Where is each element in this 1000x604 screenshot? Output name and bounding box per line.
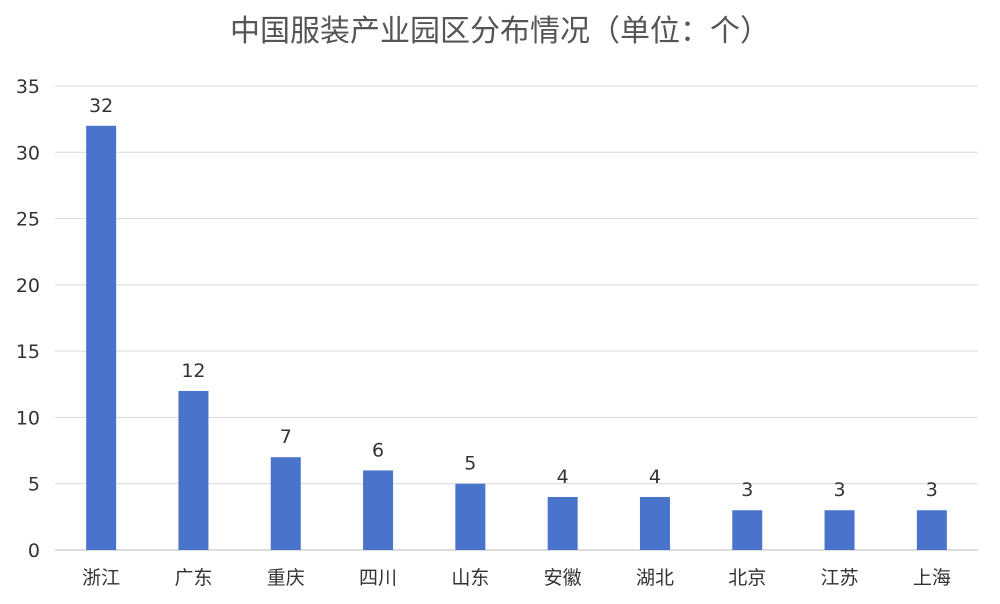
data-label: 3 (834, 479, 846, 501)
bar (455, 483, 486, 550)
y-tick-label: 20 (16, 275, 40, 297)
x-tick-label: 北京 (728, 567, 766, 589)
bar (824, 510, 855, 550)
data-label: 7 (280, 426, 292, 448)
data-label: 3 (926, 479, 938, 501)
bar (270, 457, 301, 550)
x-tick-label: 浙江 (82, 567, 120, 589)
data-label: 12 (181, 360, 205, 382)
x-tick-label: 湖北 (636, 567, 674, 589)
bar (639, 496, 670, 550)
data-label: 6 (372, 439, 384, 461)
y-tick-label: 10 (16, 407, 40, 429)
x-tick-label: 重庆 (267, 567, 305, 589)
data-label: 4 (557, 466, 569, 488)
x-tick-label: 江苏 (821, 567, 859, 589)
bar (86, 125, 117, 551)
y-tick-label: 30 (16, 142, 40, 164)
bar (732, 510, 763, 550)
data-label: 3 (741, 479, 753, 501)
bar (363, 470, 394, 550)
bar (178, 390, 209, 550)
data-label: 4 (649, 466, 661, 488)
bar (916, 510, 947, 550)
y-tick-label: 25 (16, 209, 40, 231)
chart-title: 中国服装产业园区分布情况（单位：个） (230, 14, 770, 49)
y-tick-label: 35 (16, 76, 40, 98)
y-tick-label: 5 (28, 474, 40, 496)
y-tick-label: 15 (16, 341, 40, 363)
x-tick-label: 广东 (174, 567, 212, 589)
x-tick-label: 上海 (913, 567, 951, 589)
x-tick-label: 四川 (359, 567, 397, 589)
x-tick-label: 安徽 (544, 567, 582, 589)
bar (547, 496, 578, 550)
x-tick-label: 山东 (451, 567, 489, 589)
data-label: 5 (464, 453, 476, 475)
data-label: 32 (89, 95, 113, 117)
y-tick-label: 0 (28, 540, 40, 562)
